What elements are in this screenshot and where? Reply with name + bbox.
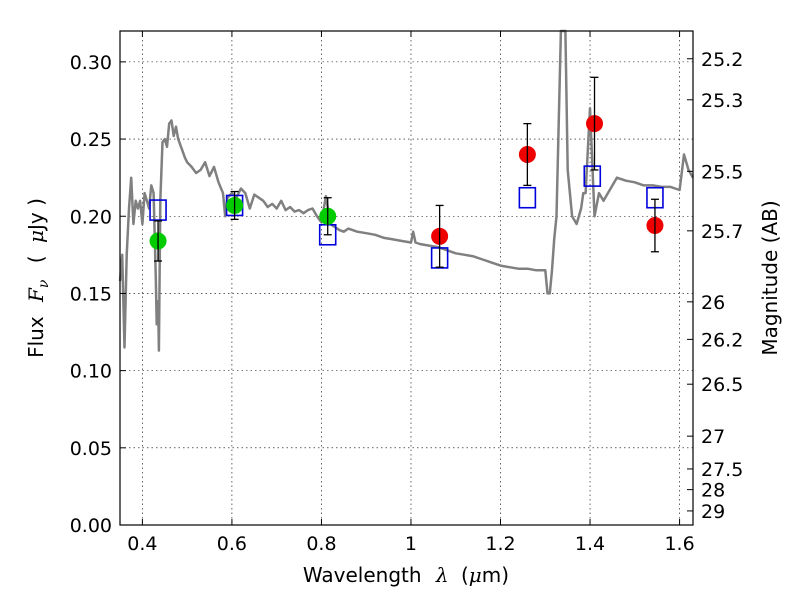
y-tick-label: 0.25	[70, 129, 112, 151]
model-spectrum-line	[118, 29, 695, 352]
y-tick-label: 0.20	[70, 206, 112, 228]
magnitude-tick-label: 26.5	[701, 374, 743, 396]
magnitude-tick-label: 28	[701, 480, 725, 502]
model-square-marker	[518, 186, 537, 209]
x-tick-label: 1.4	[575, 533, 605, 555]
x-tick-label: 1.2	[485, 533, 515, 555]
y-axis-label: Flux Fν ( μJy )	[24, 198, 53, 358]
y-tick-labels: 0.00 0.05 0.10 0.15 0.20 0.25 0.30	[70, 52, 112, 537]
y-tick-label: 0.10	[70, 361, 112, 383]
axis-ticks	[120, 31, 693, 526]
y-tick-label: 0.05	[70, 438, 112, 460]
magnitude-tick-label: 25.3	[701, 90, 743, 112]
x-tick-label: 0.8	[306, 533, 336, 555]
spectrum-layer	[118, 29, 695, 352]
x-tick-label: 1	[405, 533, 417, 555]
x-tick-label: 0.6	[217, 533, 247, 555]
x-axis-label: Wavelength λ (μm)	[303, 563, 509, 587]
y-tick-label: 0.00	[70, 515, 112, 537]
magnitude-tick-label: 25.5	[701, 161, 743, 183]
y-tick-label: 0.15	[70, 283, 112, 305]
model-square-marker	[583, 165, 602, 187]
magnitude-axis-label: Magnitude (AB)	[758, 200, 782, 355]
error-bars	[154, 76, 659, 268]
model-square-marker	[149, 199, 167, 221]
magnitude-tick-label: 27.5	[701, 459, 743, 481]
x-tick-label: 0.4	[127, 533, 157, 555]
grid-lines	[120, 31, 693, 526]
plot-frame	[119, 30, 694, 526]
magnitude-tick-label: 25.7	[701, 221, 743, 243]
magnitude-tick-label: 26.2	[701, 329, 743, 351]
x-tick-label: 1.6	[664, 533, 694, 555]
x-tick-labels: 0.4 0.6 0.8 1 1.2 1.4 1.6	[127, 533, 694, 555]
magnitude-tick-label: 27	[701, 426, 725, 448]
magnitude-tick-label: 29	[701, 501, 725, 523]
y-tick-label: 0.30	[70, 52, 112, 74]
magnitude-tick-label: 26	[701, 292, 725, 314]
magnitude-tick-label: 25.2	[701, 49, 743, 71]
